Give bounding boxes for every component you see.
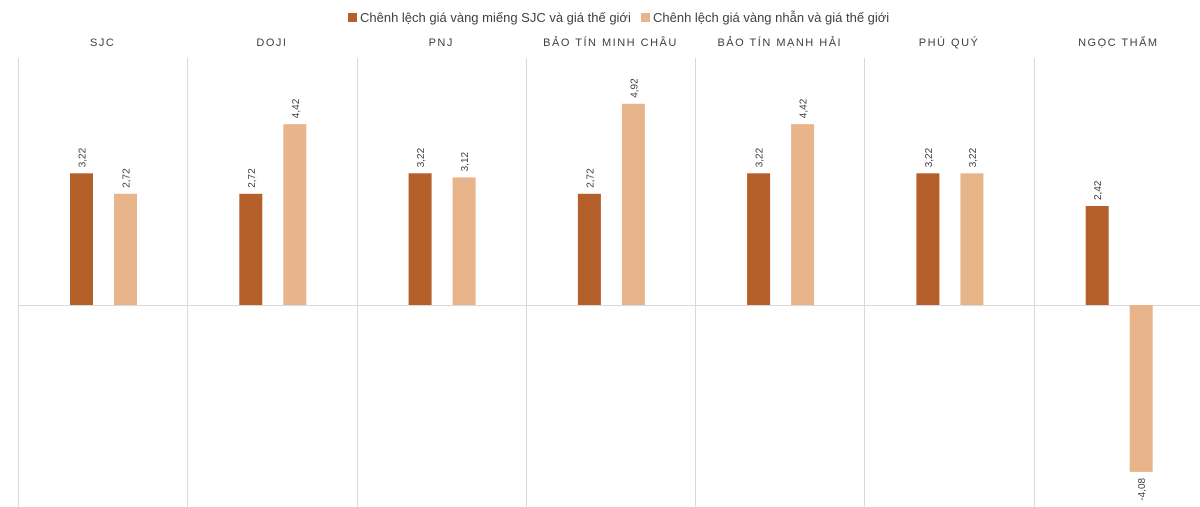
legend-swatch-2 xyxy=(641,13,650,22)
bar-series1 xyxy=(747,173,771,305)
bar-series1 xyxy=(70,173,93,305)
bars xyxy=(70,103,1153,472)
data-label-series1: 2,42 xyxy=(1093,180,1104,200)
category-title: PHÚ QUÝ xyxy=(919,36,980,49)
data-label-series1: 3,22 xyxy=(755,147,766,167)
legend-swatch-1 xyxy=(348,13,357,22)
category-title: BẢO TÍN MINH CHÂU xyxy=(543,36,678,49)
data-label-series1: 3,22 xyxy=(924,147,935,167)
bar-series2 xyxy=(1129,305,1153,472)
category-title: SJC xyxy=(90,37,115,49)
bar-series1 xyxy=(577,193,601,305)
legend-label-2: Chênh lệch giá vàng nhẫn và giá thế giới xyxy=(653,10,889,25)
bar-series1 xyxy=(239,193,263,305)
data-label-series2: -4,08 xyxy=(1137,477,1148,500)
data-labels: 3,22 2,72 2,72 4,42 3,22 3,12 2,72 4,92 3,22 4,42… xyxy=(78,78,1149,501)
data-label-series2: 3,12 xyxy=(460,151,471,171)
bar-series2 xyxy=(283,124,307,305)
data-label-series2: 4,92 xyxy=(629,78,640,98)
category-title: NGỌC THẨM xyxy=(1078,36,1159,49)
data-label-series1: 2,72 xyxy=(247,168,258,188)
data-label-series1: 3,22 xyxy=(416,147,427,167)
bar-series1 xyxy=(916,173,940,305)
data-label-series2: 4,42 xyxy=(799,98,810,118)
bar-series2 xyxy=(621,103,645,305)
category-panels: SJC DOJI PNJ BẢO TÍN MINH CHÂU BẢO TÍN MẠNH … xyxy=(18,36,1159,507)
bar-series2 xyxy=(452,177,476,305)
legend-label-1: Chênh lệch giá vàng miếng SJC và giá thế… xyxy=(360,10,631,25)
category-title: BẢO TÍN MẠNH HẢI xyxy=(717,36,842,49)
legend: Chênh lệch giá vàng miếng SJC và giá thế… xyxy=(348,10,889,25)
category-title: DOJI xyxy=(256,37,287,49)
bar-series1 xyxy=(408,173,432,305)
category-title: PNJ xyxy=(429,37,454,49)
bar-series2 xyxy=(960,173,984,305)
data-label-series2: 3,22 xyxy=(968,147,979,167)
bar-series1 xyxy=(1085,206,1109,305)
data-label-series2: 2,72 xyxy=(122,168,133,188)
data-label-series2: 4,42 xyxy=(291,98,302,118)
bar-series2 xyxy=(114,193,137,305)
bar-series2 xyxy=(791,124,815,305)
data-label-series1: 3,22 xyxy=(78,147,89,167)
data-label-series1: 2,72 xyxy=(585,168,596,188)
